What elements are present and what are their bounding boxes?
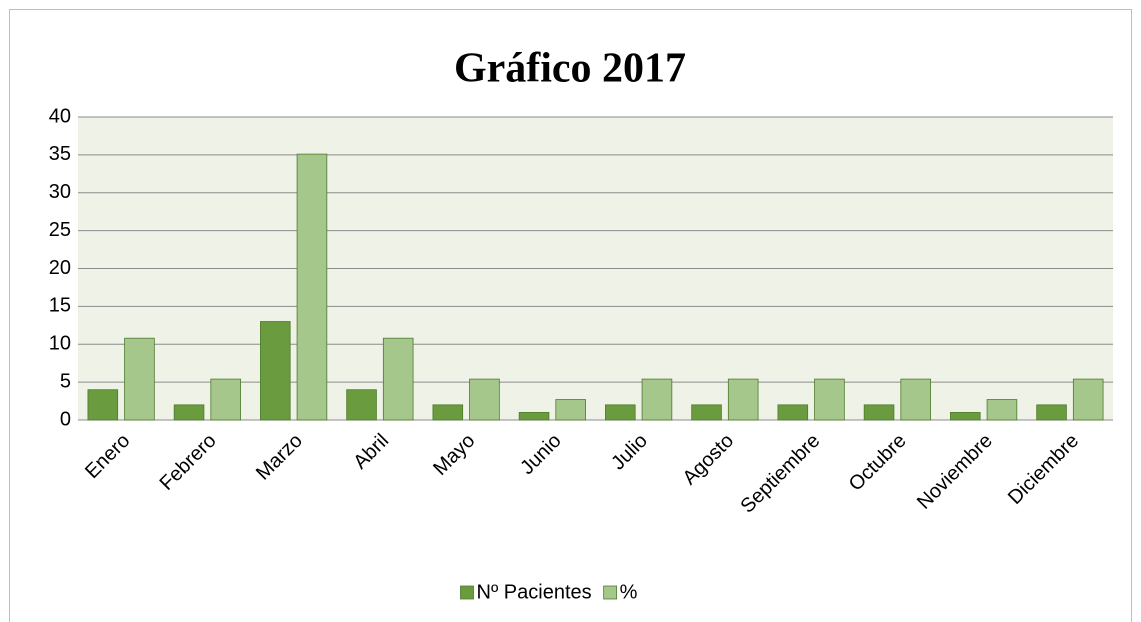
bar bbox=[555, 399, 586, 421]
y-tick-label: 5 bbox=[60, 370, 71, 392]
bar bbox=[210, 378, 241, 421]
chart-title: Gráfico 2017 bbox=[454, 46, 686, 92]
legend-label: Nº Pacientes bbox=[477, 581, 592, 603]
y-tick-label: 0 bbox=[60, 408, 71, 430]
bar bbox=[986, 399, 1018, 421]
bar bbox=[814, 378, 845, 421]
bar bbox=[296, 153, 328, 421]
bar bbox=[1072, 378, 1104, 421]
bar bbox=[777, 404, 809, 421]
bar bbox=[727, 378, 759, 421]
y-tick-label: 15 bbox=[49, 295, 71, 317]
bar bbox=[346, 389, 377, 421]
bar bbox=[641, 378, 673, 421]
bar bbox=[950, 412, 981, 421]
bar bbox=[518, 412, 550, 421]
y-tick-label: 40 bbox=[49, 105, 71, 127]
legend-swatch bbox=[460, 585, 474, 600]
y-tick-label: 20 bbox=[49, 257, 71, 279]
y-tick-label: 35 bbox=[49, 143, 71, 165]
bar bbox=[605, 404, 636, 421]
legend-label: % bbox=[620, 581, 638, 603]
bar bbox=[173, 404, 205, 421]
y-tick-label: 10 bbox=[49, 333, 71, 355]
bar bbox=[863, 404, 895, 421]
bar bbox=[260, 321, 291, 421]
bar bbox=[469, 378, 500, 421]
bar bbox=[124, 337, 155, 421]
y-tick-label: 25 bbox=[49, 219, 71, 241]
bar bbox=[432, 404, 464, 421]
y-tick-label: 30 bbox=[49, 181, 71, 203]
legend-swatch bbox=[603, 585, 618, 600]
bar bbox=[382, 337, 414, 421]
bar bbox=[87, 389, 119, 421]
bar bbox=[900, 378, 931, 421]
bar bbox=[691, 404, 722, 421]
bar bbox=[1036, 404, 1067, 421]
